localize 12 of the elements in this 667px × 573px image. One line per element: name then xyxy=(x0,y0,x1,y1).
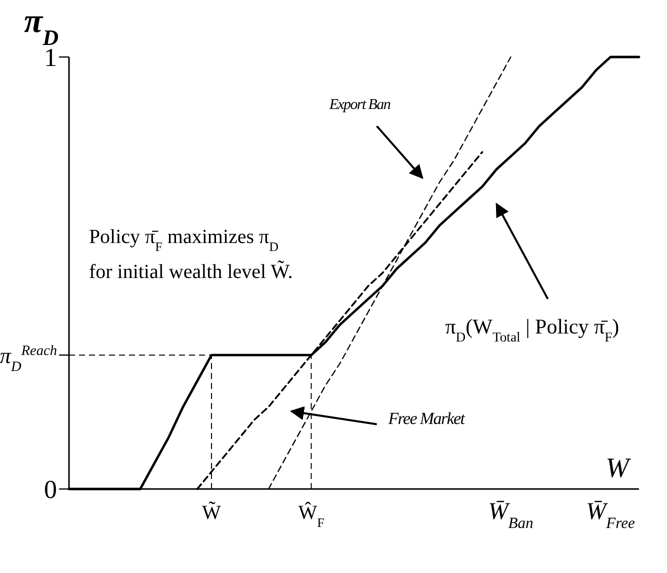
y-axis-title: π$_{D}$ xyxy=(24,3,59,50)
annotation: Export Ban xyxy=(328,96,390,113)
annotation: Free Market xyxy=(387,409,466,428)
y-tick-label: 0 xyxy=(44,475,57,504)
x-tick-label: W̃ xyxy=(202,501,222,524)
annotation: Policy π̄$_{F}$ maximizes π$_{D}$ xyxy=(88,226,279,254)
x-axis-title: W xyxy=(606,453,632,484)
annotation: for initial wealth level W̃. xyxy=(88,260,293,283)
annotation: π$_{D}$(W$_{Total}$ | Policy π̄$_{F}$) xyxy=(445,314,620,344)
x-tick-label: Ŵ$_{F}$ xyxy=(298,501,324,530)
x-tick-label: W̄$_{Free}$ xyxy=(586,499,636,532)
x-tick-label: W̄$_{Ban}$ xyxy=(488,499,534,532)
